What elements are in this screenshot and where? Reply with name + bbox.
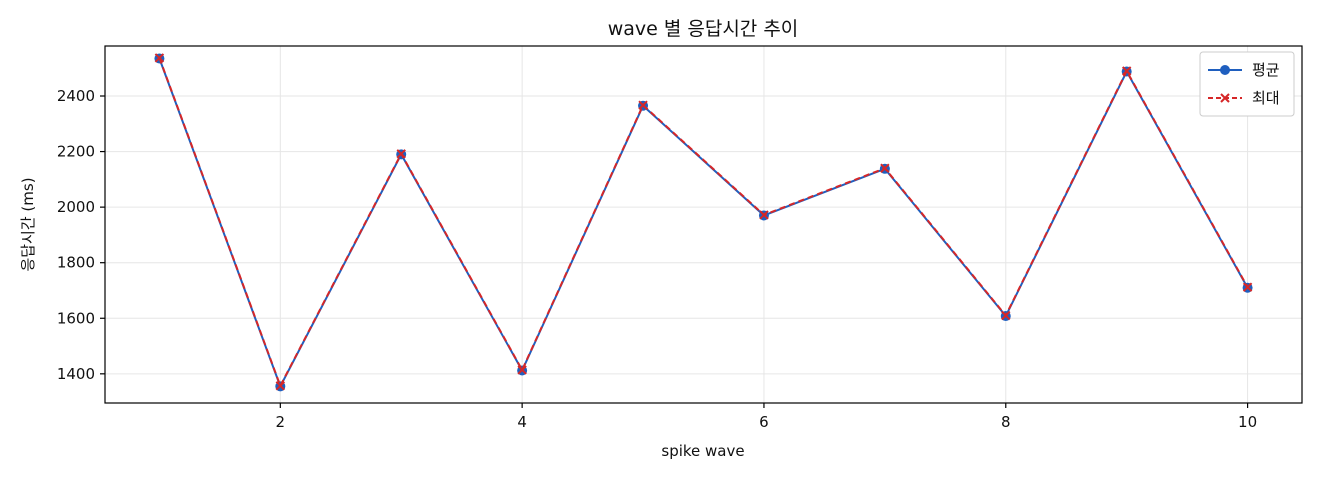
data-point-series-1 xyxy=(638,100,648,110)
legend-marker-mean xyxy=(1220,65,1230,75)
series-line-0 xyxy=(158,58,1249,388)
x-tick-label: 8 xyxy=(1001,413,1011,431)
grid xyxy=(105,46,1302,403)
y-tick-label: 1600 xyxy=(57,309,95,327)
y-tick-label: 1400 xyxy=(57,365,95,383)
x-tick-label: 10 xyxy=(1238,413,1257,431)
data-point-series-1 xyxy=(1001,310,1011,321)
data-point-series-1 xyxy=(396,149,406,159)
legend-label-max: 최대 xyxy=(1252,89,1280,107)
legend: 평균 최대 xyxy=(1199,51,1295,117)
y-tick-label: 2200 xyxy=(57,143,95,161)
legend-item-mean: 평균 xyxy=(1208,61,1280,79)
data-point-series-1 xyxy=(1242,282,1253,292)
x-tick-label: 2 xyxy=(276,413,286,431)
data-point-series-1 xyxy=(759,210,769,220)
data-point-series-1 xyxy=(517,365,527,375)
y-tick-label: 1800 xyxy=(57,254,95,272)
x-tick-label: 4 xyxy=(517,413,527,431)
x-axis-label: spike wave xyxy=(661,442,744,460)
legend-label-mean: 평균 xyxy=(1252,61,1280,79)
legend-item-max: 최대 xyxy=(1208,89,1280,107)
data-point-series-1 xyxy=(880,163,890,173)
ticks: 2 4 6 8 10 1400 1600 1800 2000 2200 2400 xyxy=(57,87,1257,431)
series-layer xyxy=(154,53,1253,392)
legend-box xyxy=(1199,51,1295,117)
data-point-series-1 xyxy=(154,53,165,63)
legend-marker-max xyxy=(1220,93,1230,103)
plot-frame xyxy=(104,45,1303,404)
x-tick-label: 6 xyxy=(759,413,769,431)
y-tick-label: 2400 xyxy=(57,87,95,105)
y-axis-label: 응답시간 (ms) xyxy=(19,177,37,271)
data-point-series-1 xyxy=(275,381,286,391)
y-tick-label: 2000 xyxy=(57,198,95,216)
series-line-1 xyxy=(158,57,1249,387)
chart-title: wave 별 응답시간 추이 xyxy=(608,18,799,40)
data-point-series-1 xyxy=(1121,66,1132,76)
